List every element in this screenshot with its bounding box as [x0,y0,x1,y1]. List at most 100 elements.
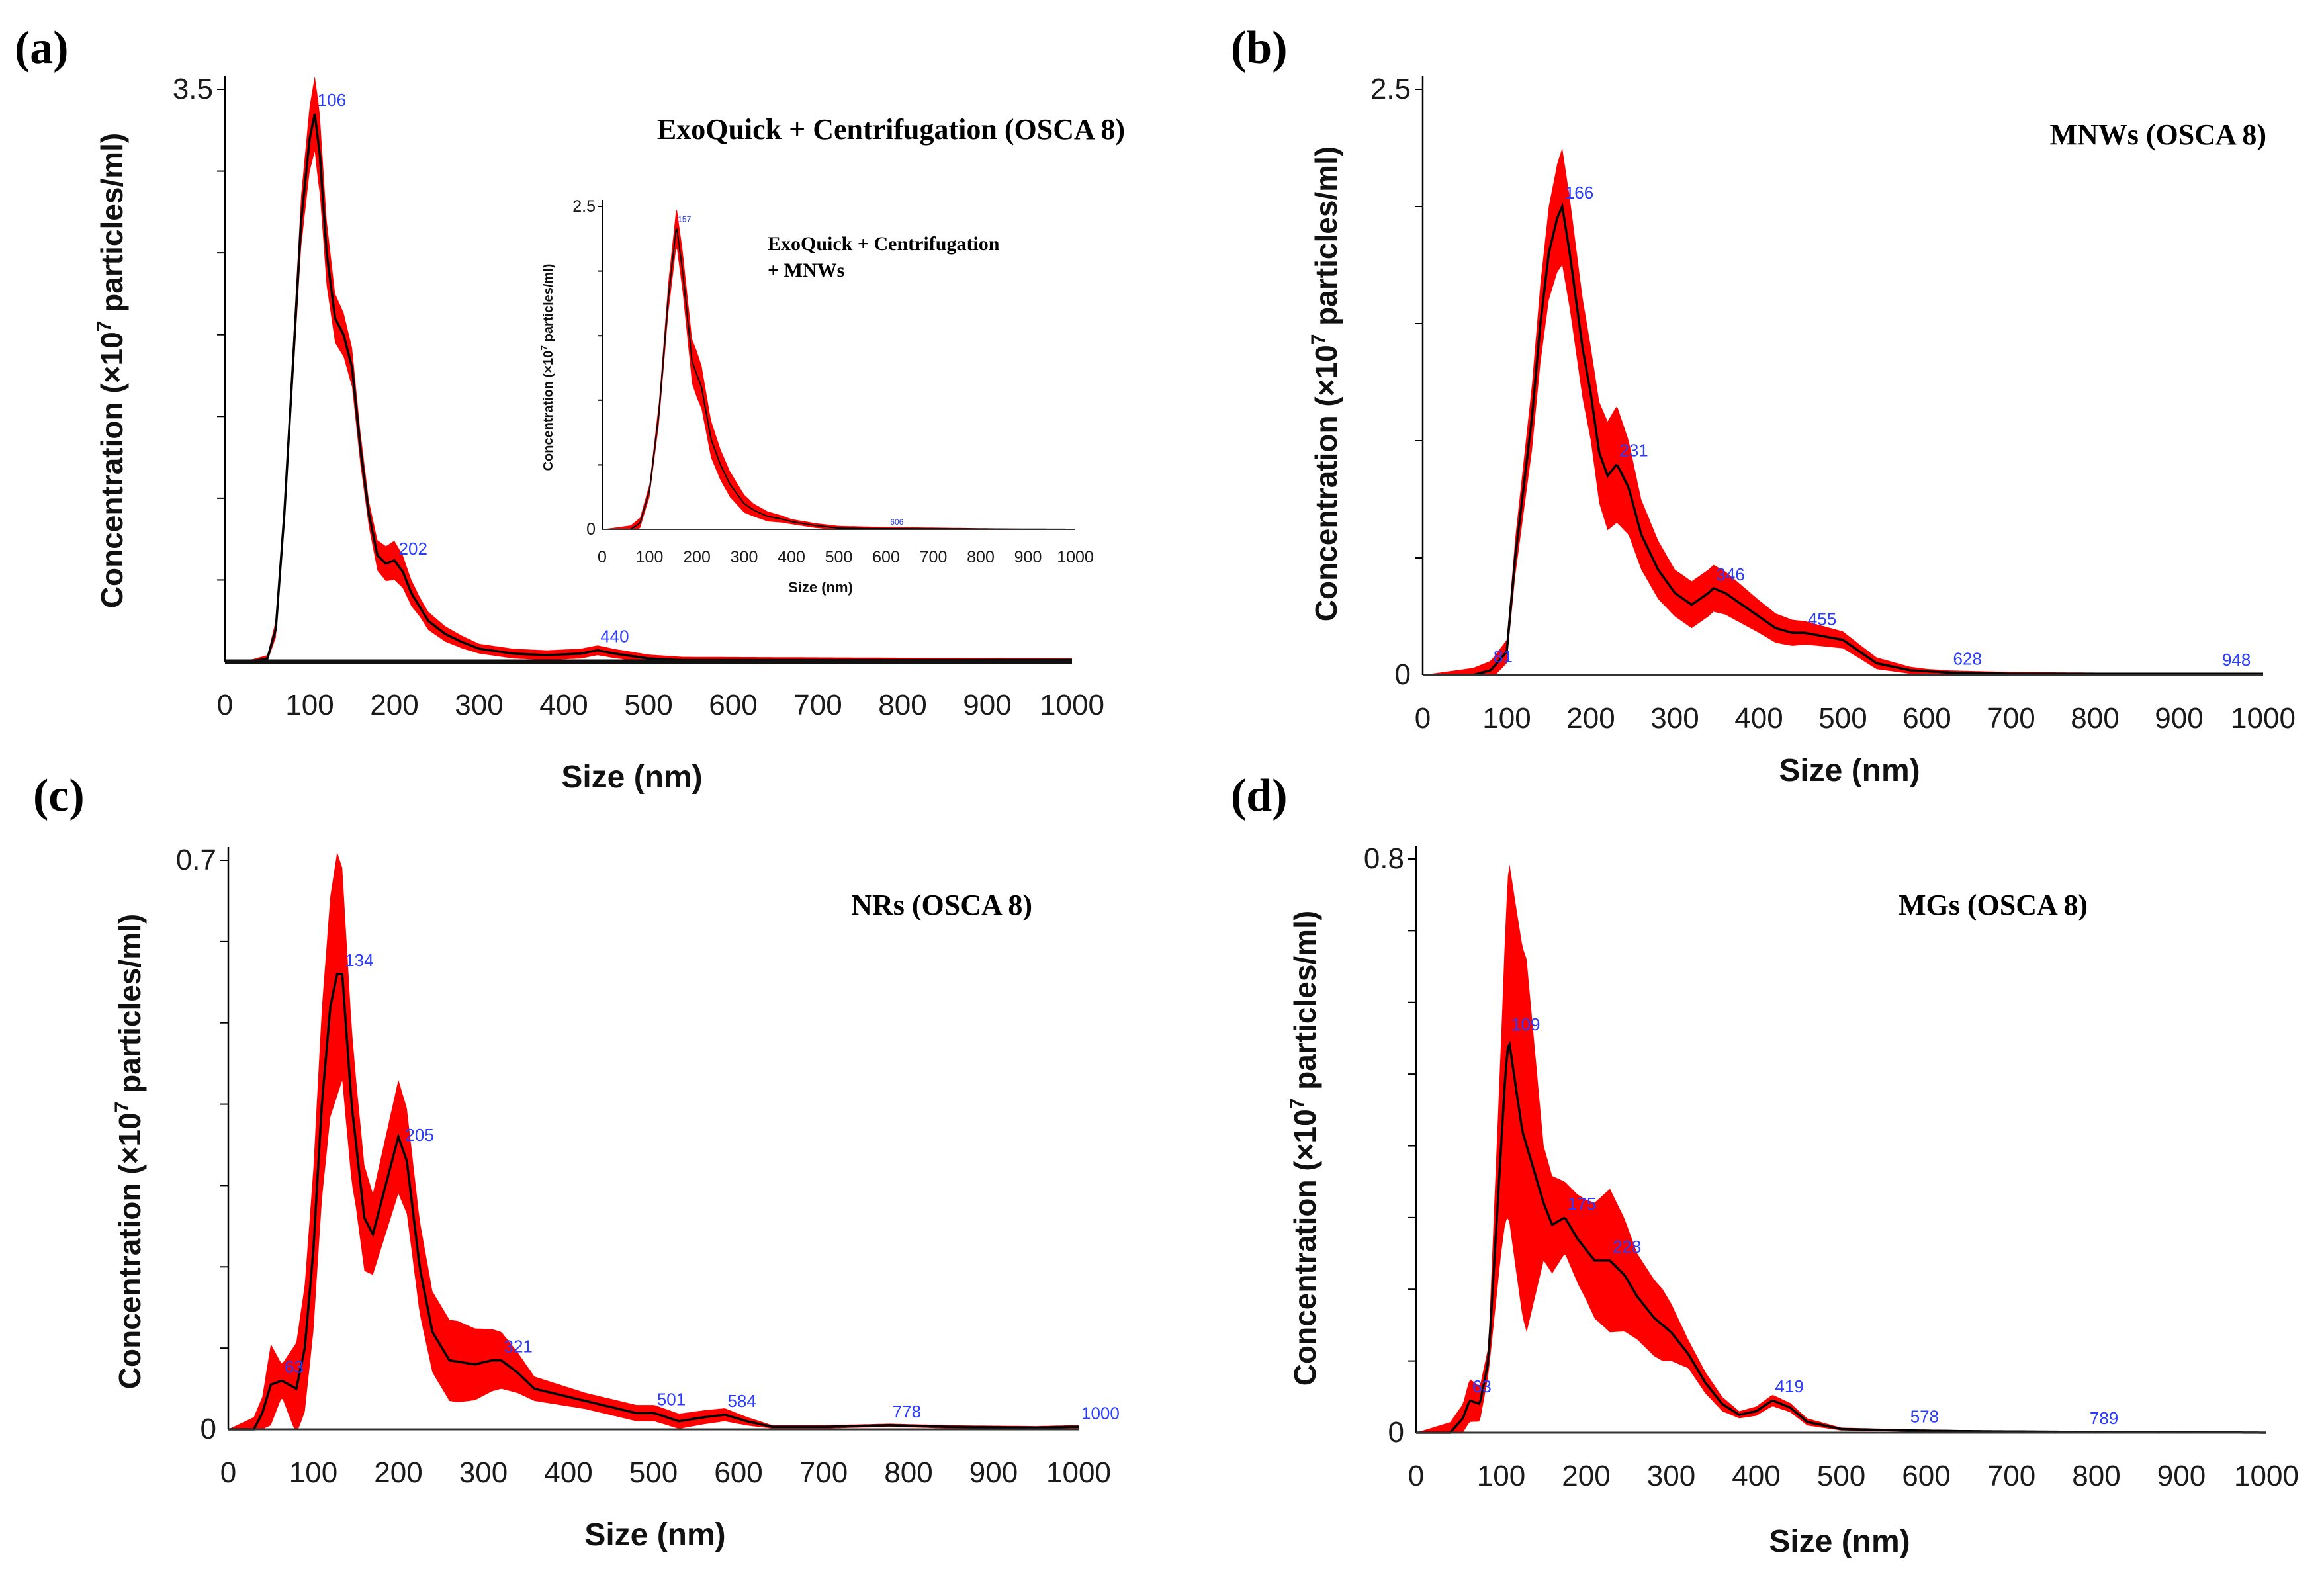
panel-d-y-tick-label: 0.8 [1364,842,1404,875]
panel-d-x-tick-label: 1000 [2234,1460,2299,1492]
panel-c-mean-line [228,973,1079,1431]
panel-a-x-tick-label: 500 [624,689,672,721]
inset-x-tick-label: 200 [683,548,711,566]
inset-x-tick-label: 100 [636,548,664,566]
panel-d-x-tick-label: 400 [1732,1460,1780,1492]
panel-c-y-tick-label: 0 [201,1413,216,1445]
inset-ylabel: Concentration (×107 particles/ml) [539,264,556,471]
panel-b-peak-label: 231 [1619,440,1648,460]
panel-a-peak-label: 106 [318,90,346,110]
panel-a-x-tick-label: 200 [370,689,418,721]
panel-c-xlabel: Size (nm) [584,1517,725,1552]
panel-c-x-tick-label: 500 [629,1457,678,1489]
panel-b-y-tick-label: 2.5 [1370,73,1411,105]
panel-b-peak-label: 948 [2222,650,2251,670]
panel-b-x-tick-label: 800 [2071,702,2119,735]
panel-d-y-tick-label: 0 [1388,1416,1404,1449]
inset-x-tick-label: 700 [920,548,948,566]
panel-c-peak-label: 1000 [1081,1403,1120,1423]
panel-a-x-tick-label: 600 [709,689,757,721]
panel-a-mean-line [225,113,1072,663]
panel-b-peak-label: 455 [1808,609,1836,629]
panel-d-peak-label: 228 [1613,1237,1641,1257]
panel-b-mean-line [1423,202,2263,676]
inset-title-line1: ExoQuick + Centrifugation [768,233,1000,255]
inset-title-line2: + MNWs [768,259,844,281]
panel-b-ylabel: Concentration (×107 particles/ml) [1308,146,1343,621]
panel-d-error-band [1416,864,2266,1433]
panel-b-letter: (b) [1231,22,1288,73]
panel-d: (d) MGs (OSCA 8) Concentration (×107 par… [1231,770,2299,1559]
inset-x-tick-label: 0 [598,548,607,566]
panel-d-x-tick-label: 600 [1902,1460,1950,1492]
panel-b: (b) MNWs (OSCA 8) Concentration (×107 pa… [1231,22,2296,788]
panel-d-x-tick-label: 800 [2072,1460,2120,1492]
panel-d-x-tick-label: 900 [2157,1460,2206,1492]
panel-c-peak-label: 584 [727,1391,756,1411]
panel-a-x-tick-label: 1000 [1040,689,1104,721]
panel-b-x-tick-label: 100 [1482,702,1531,735]
panel-b-xlabel: Size (nm) [1779,753,1920,788]
panel-a-x-tick-label: 400 [539,689,588,721]
panel-c-x-tick-label: 100 [289,1457,337,1489]
panel-c-x-tick-label: 900 [969,1457,1018,1489]
panel-c-x-tick-label: 600 [714,1457,762,1489]
panel-a-xlabel: Size (nm) [561,760,702,795]
panel-a: (a) ExoQuick + Centrifugation (OSCA 8) C… [15,22,1125,795]
inset-peak-label: 606 [890,517,903,527]
panel-c-x-tick-label: 0 [220,1457,236,1489]
panel-c-ylabel-exponent: 7 [111,1102,133,1113]
panel-d-ylabel-exponent: 7 [1286,1099,1308,1110]
panel-b-x-tick-label: 200 [1566,702,1615,735]
panel-a-title: ExoQuick + Centrifugation (OSCA 8) [657,113,1125,146]
panel-b-peak-label: 346 [1716,564,1744,584]
inset-x-tick-label: 500 [825,548,853,566]
inset-x-tick-label: 300 [731,548,758,566]
panel-d-x-tick-label: 500 [1817,1460,1865,1492]
panel-c-ylabel: Concentration (×107 particles/ml) [111,914,147,1389]
panel-d-x-tick-label: 300 [1647,1460,1695,1492]
panel-c-x-tick-label: 200 [374,1457,422,1489]
panel-d-x-tick-label: 0 [1408,1460,1424,1492]
panel-d-peak-label: 109 [1511,1014,1540,1034]
panel-a-inset: ExoQuick + Centrifugation + MNWs Concent… [539,197,1094,596]
panel-a-ylabel-exponent: 7 [93,321,115,332]
panel-c-x-tick-label: 1000 [1046,1457,1111,1489]
inset-x-tick-label: 600 [872,548,900,566]
panel-c-peak-label: 205 [405,1125,433,1145]
panel-b-error-band [1423,148,2263,675]
panel-d-plot: 0.8 00 100 200 300 400 500 600 700 800 900 1000 63 10… [1364,842,2299,1492]
panel-b-x-tick-label: 900 [2155,702,2203,735]
panel-b-peak-label: 628 [1953,649,1982,668]
panel-d-peak-label: 63 [1472,1376,1492,1396]
panel-b-y-tick-label: 0 [1395,658,1411,691]
panel-a-x-tick-label: 900 [963,689,1011,721]
panel-b-x-tick-label: 300 [1650,702,1699,735]
panel-c-title: NRs (OSCA 8) [851,889,1032,921]
inset-xlabel: Size (nm) [788,579,853,596]
inset-plot: 2.5 00 100 200 300 400 500 600 700 800 900 1000 157 6… [572,197,1094,566]
panel-a-x-tick-label: 100 [285,689,334,721]
inset-x-tick-label: 800 [967,548,995,566]
panel-a-ylabel: Concentration (×107 particles/ml) [93,133,129,608]
inset-x-tick-label: 400 [778,548,805,566]
inset-ylabel-exponent: 7 [539,345,549,351]
panel-d-x-tick-label: 700 [1987,1460,2035,1492]
panel-c-peak-label: 321 [504,1337,532,1357]
panel-c-peak-label: 63 [285,1357,304,1376]
panel-c: (c) NRs (OSCA 8) Concentration (×107 par… [33,770,1120,1552]
panel-a-peak-label: 202 [399,539,427,559]
inset-y-tick-label: 2.5 [572,197,596,216]
panel-d-title: MGs (OSCA 8) [1899,889,2088,921]
panel-a-letter: (a) [15,22,69,73]
panel-d-peak-label: 175 [1568,1194,1596,1214]
panel-b-title: MNWs (OSCA 8) [2049,118,2266,151]
panel-a-y-tick-label: 3.5 [173,73,213,105]
panel-c-peak-label: 134 [345,950,373,970]
panel-b-ylabel-exponent: 7 [1308,334,1329,345]
panel-c-peak-label: 501 [657,1389,686,1409]
panel-c-x-tick-label: 700 [799,1457,848,1489]
panel-a-x-tick-label: 0 [217,689,233,721]
panel-b-x-tick-label: 500 [1818,702,1867,735]
